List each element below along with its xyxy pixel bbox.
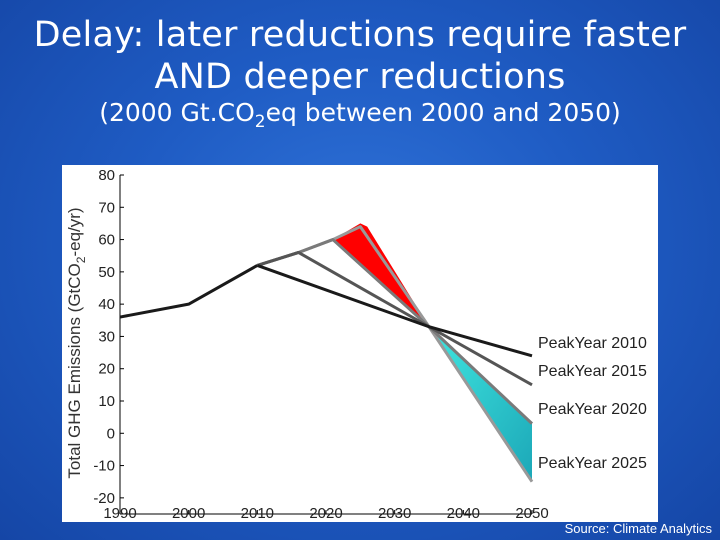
y-tick-label: -20 xyxy=(93,490,115,507)
y-tick-label: 10 xyxy=(98,393,115,410)
series-line-peakyear-2015 xyxy=(256,250,533,387)
x-tick-label: 2000 xyxy=(172,505,205,522)
title-line-1: Delay: later reductions require faster xyxy=(33,15,687,55)
legend-peakyear-2010: PeakYear 2010 xyxy=(538,335,647,352)
chart-legend: PeakYear 2010 PeakYear 2015 PeakYear 2020 P… xyxy=(538,335,647,472)
slide-subtitle: (2000 Gt.CO2eq between 2000 and 2050) xyxy=(0,98,720,137)
title-line-2: AND deeper reductions xyxy=(154,57,566,97)
chart-fills xyxy=(332,223,532,482)
x-tick-label: 2020 xyxy=(309,505,342,522)
chart-panel: 80 70 60 50 40 30 20 10 0 -10 -20 1990 2000 2010 2020 2… xyxy=(62,165,658,522)
chart-axes xyxy=(119,174,533,515)
delay-excess-area xyxy=(332,223,429,327)
subtitle-pre: (2000 Gt.CO xyxy=(99,98,255,127)
legend-peakyear-2025: PeakYear 2025 xyxy=(538,455,647,472)
y-tick-label: 60 xyxy=(98,232,115,249)
y-tick-label: 70 xyxy=(98,199,115,216)
x-tick-label: 2040 xyxy=(447,505,480,522)
y-tick-label: 50 xyxy=(98,264,115,281)
chart-lines xyxy=(119,225,534,483)
subtitle-sub: 2 xyxy=(254,112,266,132)
series-line-peakyear-2025 xyxy=(256,225,534,483)
source-credit: Source: Climate Analytics xyxy=(564,521,712,536)
y-tick-label: 40 xyxy=(98,296,115,313)
x-tick-label: 2050 xyxy=(515,505,548,522)
x-tick-label: 2010 xyxy=(241,505,274,522)
series-line-peakyear-2010 xyxy=(256,263,533,358)
y-tick-label: 0 xyxy=(107,425,115,442)
y-axis-label: Total GHG Emissions (GtCO2-eq/yr) xyxy=(65,207,88,478)
x-tick-label: 1990 xyxy=(103,505,136,522)
y-tick-label: -10 xyxy=(93,458,115,475)
slide-title: Delay: later reductions require faster A… xyxy=(0,14,720,98)
legend-peakyear-2020: PeakYear 2020 xyxy=(538,401,647,418)
history-line xyxy=(119,264,259,319)
legend-peakyear-2015: PeakYear 2015 xyxy=(538,363,647,380)
y-tick-label: 80 xyxy=(98,167,115,184)
x-tick-label: 2030 xyxy=(378,505,411,522)
y-tick-label: 30 xyxy=(98,328,115,345)
subtitle-post: eq between 2000 and 2050) xyxy=(265,98,621,127)
y-tick-label: 20 xyxy=(98,361,115,378)
